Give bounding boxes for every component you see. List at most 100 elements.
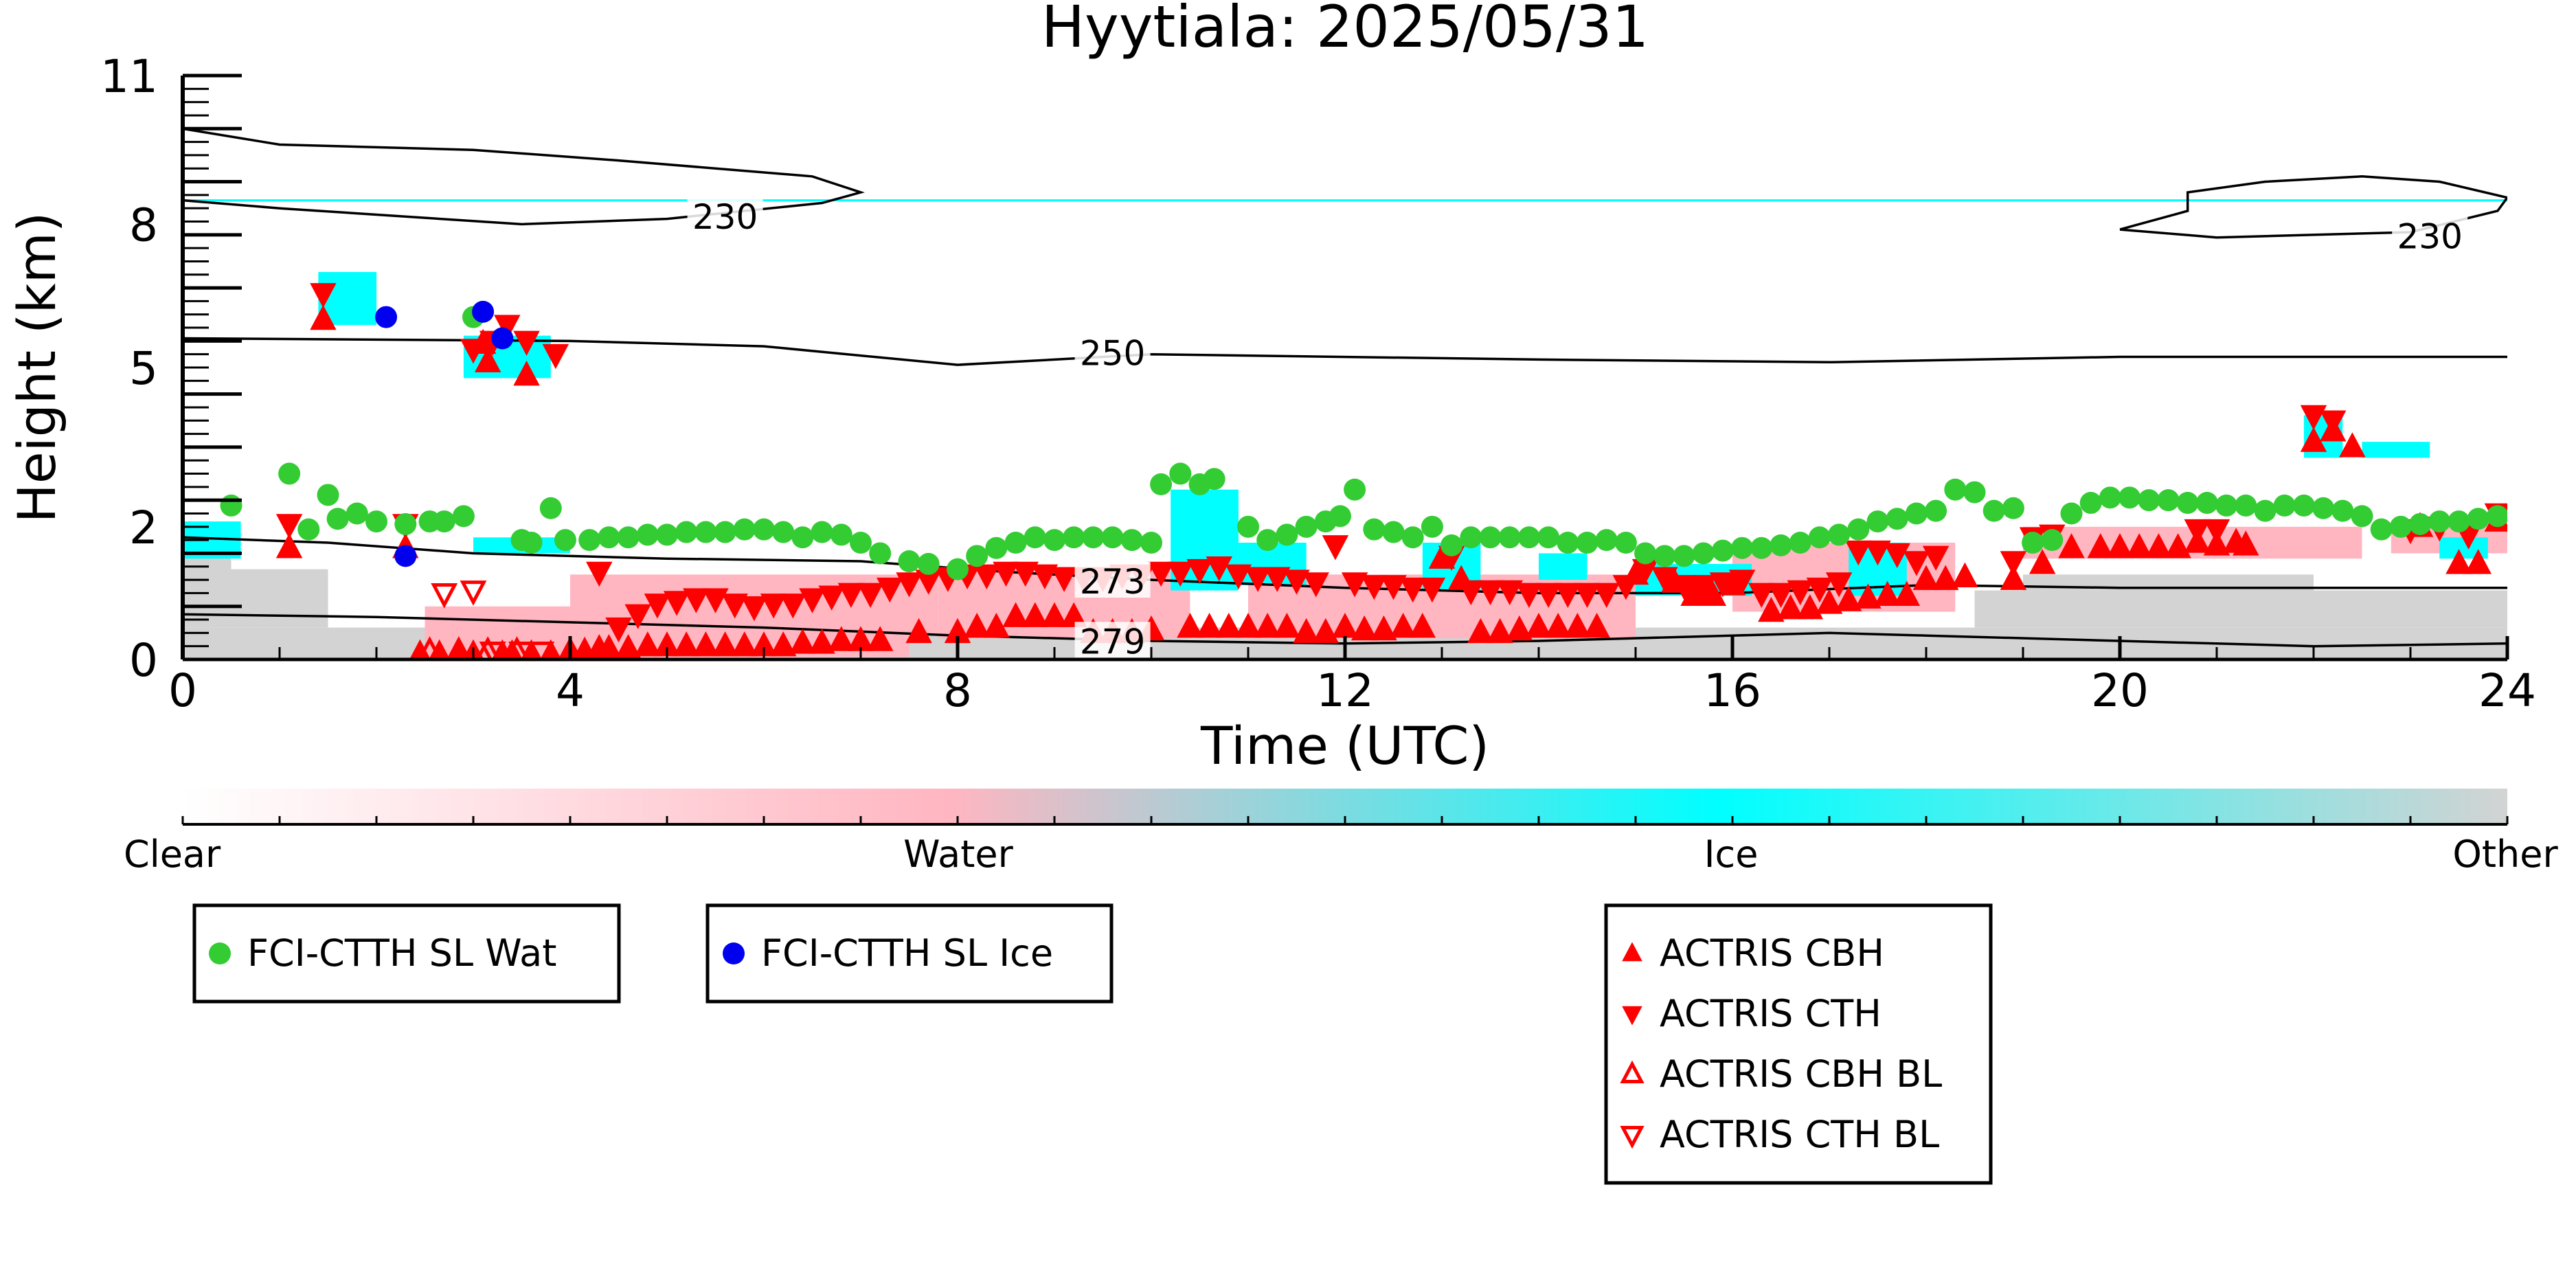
actris-cth-marker (1864, 540, 1891, 566)
fci-wat-marker (1043, 529, 1065, 552)
actris-cth-marker (1225, 564, 1252, 589)
actris-cth-marker (1167, 561, 1194, 587)
actris-cth-marker (1884, 543, 1910, 569)
fci-wat-marker (598, 526, 620, 549)
actris-cth-marker (2184, 519, 2211, 545)
actris-cth-marker (877, 577, 903, 603)
actris-cbh-marker (1699, 580, 1727, 607)
actris-cth-marker (1922, 545, 1950, 571)
actris-cbh-marker (1293, 618, 1320, 644)
actris-cbh-marker (1952, 562, 1978, 587)
fci-wat-marker (1276, 523, 1298, 546)
legend-actris: ACTRIS CBH ACTRIS CTH ACTRIS CBH BL ACTRIS … (1604, 903, 1993, 1185)
actris-cth-marker (780, 594, 806, 619)
fci-wat-marker (636, 523, 659, 546)
fci-wat-marker (1256, 529, 1279, 552)
fci-wat-marker (1479, 526, 1502, 549)
fci-wat-marker (2138, 489, 2160, 512)
fci-wat-marker (2467, 508, 2489, 530)
fci-wat-marker (365, 510, 387, 533)
x-tick-label: 8 (943, 664, 972, 717)
actris-cth-marker (857, 583, 884, 609)
fci-wat-marker (1082, 526, 1105, 549)
actris-cbh-marker (1487, 618, 1513, 644)
actris-cbh-marker (731, 631, 758, 657)
actris-cth-marker (1361, 575, 1388, 600)
actris-cbh-marker (1351, 615, 1378, 641)
actris-cbh-marker (2029, 549, 2056, 574)
fci-wat-marker (1120, 529, 1143, 552)
legend-triangle-marker (1620, 1126, 1645, 1149)
y-tick-label: 0 (129, 634, 158, 687)
actris-cth-marker (1186, 558, 1213, 585)
actris-cbh-marker (1060, 602, 1087, 627)
actris-cbh-marker (1583, 613, 1610, 638)
fci-wat-marker (2448, 510, 2470, 533)
actris-cth-marker (896, 572, 923, 598)
fci-wat-marker (2157, 489, 2180, 512)
fci-wat-marker (520, 532, 543, 554)
actris-cbh-marker (1041, 602, 1068, 627)
actris-cth-marker (1825, 572, 1853, 598)
actris-cbh-marker (1254, 613, 1281, 638)
actris-cth-marker (1748, 583, 1775, 609)
fci-wat-marker (1460, 526, 1482, 549)
fci-wat-marker (1634, 542, 1657, 565)
actris-cth-marker (702, 588, 729, 613)
fci-wat-marker (2099, 486, 2121, 509)
actris-cbh-marker (1196, 613, 1223, 638)
fci-wat-marker (1440, 534, 1463, 556)
actris-cbh-marker (963, 613, 991, 638)
actris-cbh-marker (2165, 533, 2191, 558)
legend-label: ACTRIS CTH (1660, 992, 1882, 1035)
fci-wat-marker (2292, 494, 2315, 517)
fci-wat-marker (1295, 515, 1318, 538)
actris-cbh-bl-marker (475, 636, 501, 659)
actris-cth-marker (1322, 535, 1349, 561)
actris-cth-marker (1535, 583, 1562, 609)
actris-cth-marker (1050, 567, 1078, 592)
actris-cbh-marker (1021, 602, 1049, 627)
fci-wat-marker (1363, 518, 1386, 541)
chart-title: Hyytiala: 2025/05/31 (1041, 0, 1649, 60)
actris-cth-marker (1555, 583, 1581, 609)
actris-cbh-marker (1506, 615, 1533, 641)
fci-wat-marker (2176, 492, 2199, 515)
actris-cbh-marker (409, 639, 431, 659)
fci-wat-marker (947, 558, 969, 580)
actris-cth-marker (1419, 577, 1446, 603)
actris-cth-bl-marker (431, 583, 458, 609)
actris-cbh-marker (2087, 533, 2114, 558)
actris-cbh-marker (712, 631, 738, 657)
fci-wat-marker (346, 502, 368, 525)
fci-wat-marker (1770, 534, 1792, 556)
fci-wat-marker (791, 526, 814, 549)
actris-cth-marker (683, 588, 710, 613)
contour-label-bg (1074, 333, 1151, 370)
actris-cth-marker (1399, 577, 1426, 603)
fci-wat-marker (1789, 532, 1811, 554)
contour-label: 250 (1080, 334, 1145, 374)
actris-cbh-marker (2145, 533, 2172, 558)
legend-fci-ice: FCI-CTTH SL Ice (705, 903, 1114, 1004)
fci-wat-marker (317, 484, 339, 506)
actris-cth-marker (1767, 583, 1794, 609)
fci-wat-marker (772, 521, 795, 543)
y-tick-label: 5 (129, 342, 158, 395)
actris-cth-marker (1709, 572, 1737, 598)
fci-wat-marker (1576, 532, 1598, 554)
actris-cth-marker (1515, 583, 1543, 609)
x-tick-label: 20 (2091, 664, 2149, 717)
actris-cth-marker (2319, 410, 2347, 436)
legend-label: ACTRIS CTH BL (1660, 1113, 1939, 1156)
fci-wat-marker (2273, 494, 2296, 517)
fci-wat-marker (1614, 532, 1637, 554)
fci-wat-marker (2331, 499, 2354, 522)
actris-cbh-marker (1234, 613, 1262, 638)
x-tick-label: 4 (556, 664, 585, 717)
fci-wat-marker (917, 552, 940, 575)
actris-cbh-marker (448, 639, 470, 659)
actris-cth-marker (1593, 583, 1620, 609)
colorbar-labels: Clear Water Ice Other (124, 833, 2558, 876)
colorbar-label: Other (2452, 833, 2558, 876)
